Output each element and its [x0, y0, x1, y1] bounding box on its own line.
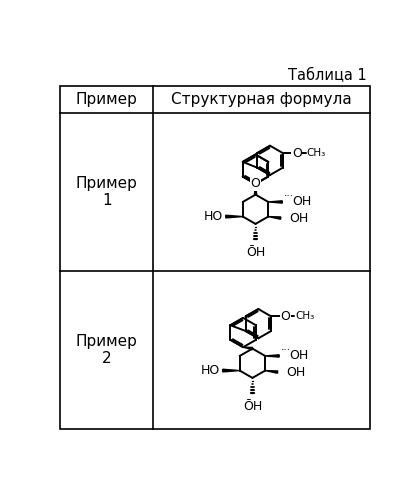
Text: HO: HO: [203, 210, 223, 223]
Text: ŌH: ŌH: [246, 246, 265, 259]
Polygon shape: [265, 355, 279, 357]
Text: OH: OH: [289, 212, 308, 225]
Polygon shape: [265, 371, 278, 373]
Text: O: O: [251, 177, 260, 190]
Text: Пример: Пример: [76, 92, 138, 107]
Polygon shape: [223, 369, 240, 372]
Text: OH: OH: [289, 349, 308, 362]
Text: O: O: [292, 147, 302, 160]
Polygon shape: [243, 347, 253, 350]
Text: ···: ···: [284, 191, 294, 201]
Text: CH₃: CH₃: [295, 311, 315, 321]
Polygon shape: [268, 201, 282, 203]
Text: OH: OH: [292, 196, 312, 209]
Text: HO: HO: [200, 364, 220, 377]
Text: Пример
2: Пример 2: [76, 334, 138, 366]
Text: CH₃: CH₃: [307, 148, 326, 158]
Polygon shape: [255, 184, 257, 195]
Text: OH: OH: [286, 366, 305, 379]
Text: ···: ···: [281, 345, 291, 355]
Text: Таблица 1: Таблица 1: [288, 68, 366, 83]
Polygon shape: [268, 217, 281, 219]
Bar: [60, 86, 370, 429]
Text: Пример
1: Пример 1: [76, 176, 138, 208]
Text: O: O: [280, 310, 290, 323]
Text: Структурная формула: Структурная формула: [171, 92, 352, 107]
Text: ŌH: ŌH: [243, 400, 262, 413]
Polygon shape: [226, 215, 243, 218]
